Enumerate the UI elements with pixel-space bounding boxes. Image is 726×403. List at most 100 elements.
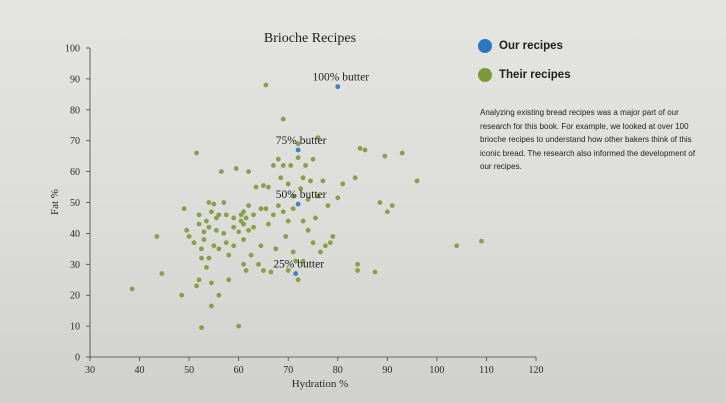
their-recipe-point <box>295 277 301 283</box>
chart-title: Brioche Recipes <box>264 31 356 46</box>
their-recipe-point <box>330 234 336 239</box>
their-recipe-point <box>293 258 299 264</box>
y-tick-label: 40 <box>70 229 80 240</box>
their-recipe-point <box>206 255 212 261</box>
legend-label-our-recipes: Our recipes <box>499 40 563 52</box>
their-recipe-point <box>251 212 256 218</box>
their-recipe-point <box>261 268 266 273</box>
their-recipe-point <box>223 240 229 246</box>
their-recipe-point <box>266 184 271 190</box>
their-recipe-point <box>280 163 286 168</box>
their-recipe-point <box>184 227 190 233</box>
their-recipe-point <box>266 221 271 227</box>
their-recipe-point <box>263 206 269 212</box>
their-recipe-point <box>216 212 222 218</box>
their-recipe-point <box>310 156 316 162</box>
their-recipe-point <box>236 323 242 329</box>
their-recipe-point <box>295 141 301 147</box>
their-recipe-point <box>313 215 318 221</box>
their-recipe-point <box>129 286 135 292</box>
their-recipe-point <box>236 229 242 235</box>
their-recipe-point <box>298 186 304 191</box>
their-recipe-point <box>322 243 328 249</box>
their-recipe-point <box>288 163 294 168</box>
x-tick-label: 60 <box>234 365 244 376</box>
their-recipe-point <box>248 252 254 258</box>
their-recipe-point <box>273 246 279 252</box>
their-recipe-point <box>263 82 269 88</box>
their-recipe-point <box>270 212 276 218</box>
their-recipe-point <box>258 206 264 212</box>
butter-annotation: 75% butter <box>276 135 327 147</box>
their-recipe-point <box>253 184 259 190</box>
x-tick-label: 80 <box>333 365 343 376</box>
their-recipe-point <box>201 229 207 235</box>
their-recipe-point <box>372 269 378 275</box>
their-recipe-point <box>201 237 207 242</box>
their-recipe-point <box>181 206 187 212</box>
their-recipe-point <box>209 303 214 309</box>
their-recipe-point <box>285 181 291 187</box>
their-recipe-point <box>218 169 224 175</box>
their-recipe-point <box>256 261 261 267</box>
their-recipe-point <box>275 203 281 208</box>
legend-marker-green <box>478 68 492 82</box>
their-recipe-point <box>211 243 217 249</box>
their-recipe-point <box>303 163 308 168</box>
their-recipe-point <box>290 193 296 199</box>
their-recipe-point <box>295 155 301 161</box>
y-tick-label: 100 <box>65 44 80 55</box>
their-recipe-point <box>377 200 383 205</box>
their-recipe-point <box>191 240 197 246</box>
their-recipe-point <box>285 218 291 224</box>
their-recipe-point <box>305 227 311 233</box>
their-recipe-point <box>300 175 306 181</box>
their-recipe-point <box>231 224 237 230</box>
their-recipe-point <box>382 153 388 159</box>
y-tick-label: 10 <box>70 322 80 333</box>
their-recipe-point <box>318 249 323 255</box>
x-tick-label: 30 <box>85 365 95 376</box>
their-recipe-point <box>241 209 247 215</box>
their-recipe-point <box>355 261 360 267</box>
their-recipe-point <box>194 150 199 156</box>
their-recipe-point <box>315 135 321 141</box>
their-recipe-point <box>384 209 390 215</box>
their-recipe-point <box>221 231 227 236</box>
legend-item-their-recipes: Their recipes <box>478 65 571 85</box>
their-recipe-point <box>325 203 331 208</box>
their-recipe-point <box>196 277 202 283</box>
y-tick-label: 50 <box>70 198 80 209</box>
butter-annotation: 100% butter <box>313 72 370 84</box>
their-recipe-point <box>226 277 232 283</box>
y-tick-label: 60 <box>70 167 80 178</box>
y-tick-label: 20 <box>70 291 80 302</box>
their-recipe-point <box>414 178 420 184</box>
their-recipe-point <box>199 255 204 261</box>
their-recipe-point <box>280 116 286 122</box>
y-tick-label: 30 <box>70 260 80 271</box>
x-tick-label: 100 <box>429 365 444 376</box>
our-recipe-point <box>335 84 341 90</box>
their-recipe-point <box>204 264 209 270</box>
their-recipe-point <box>209 280 214 286</box>
their-recipe-point <box>231 215 237 221</box>
y-tick-label: 80 <box>70 105 80 116</box>
their-recipe-point <box>261 183 266 188</box>
their-recipe-point <box>246 169 251 175</box>
x-tick-label: 70 <box>283 365 293 376</box>
their-recipe-point <box>233 166 239 171</box>
their-recipe-point <box>278 175 284 181</box>
their-recipe-point <box>186 234 192 239</box>
their-recipe-point <box>216 246 222 252</box>
their-recipe-point <box>199 246 204 252</box>
their-recipe-point <box>275 156 281 162</box>
their-recipe-point <box>243 215 249 221</box>
their-recipe-point <box>399 150 405 156</box>
their-recipe-point <box>246 203 251 208</box>
their-recipe-point <box>320 178 326 184</box>
their-recipe-point <box>300 258 306 264</box>
their-recipe-point <box>340 181 346 187</box>
their-recipe-point <box>223 212 229 218</box>
